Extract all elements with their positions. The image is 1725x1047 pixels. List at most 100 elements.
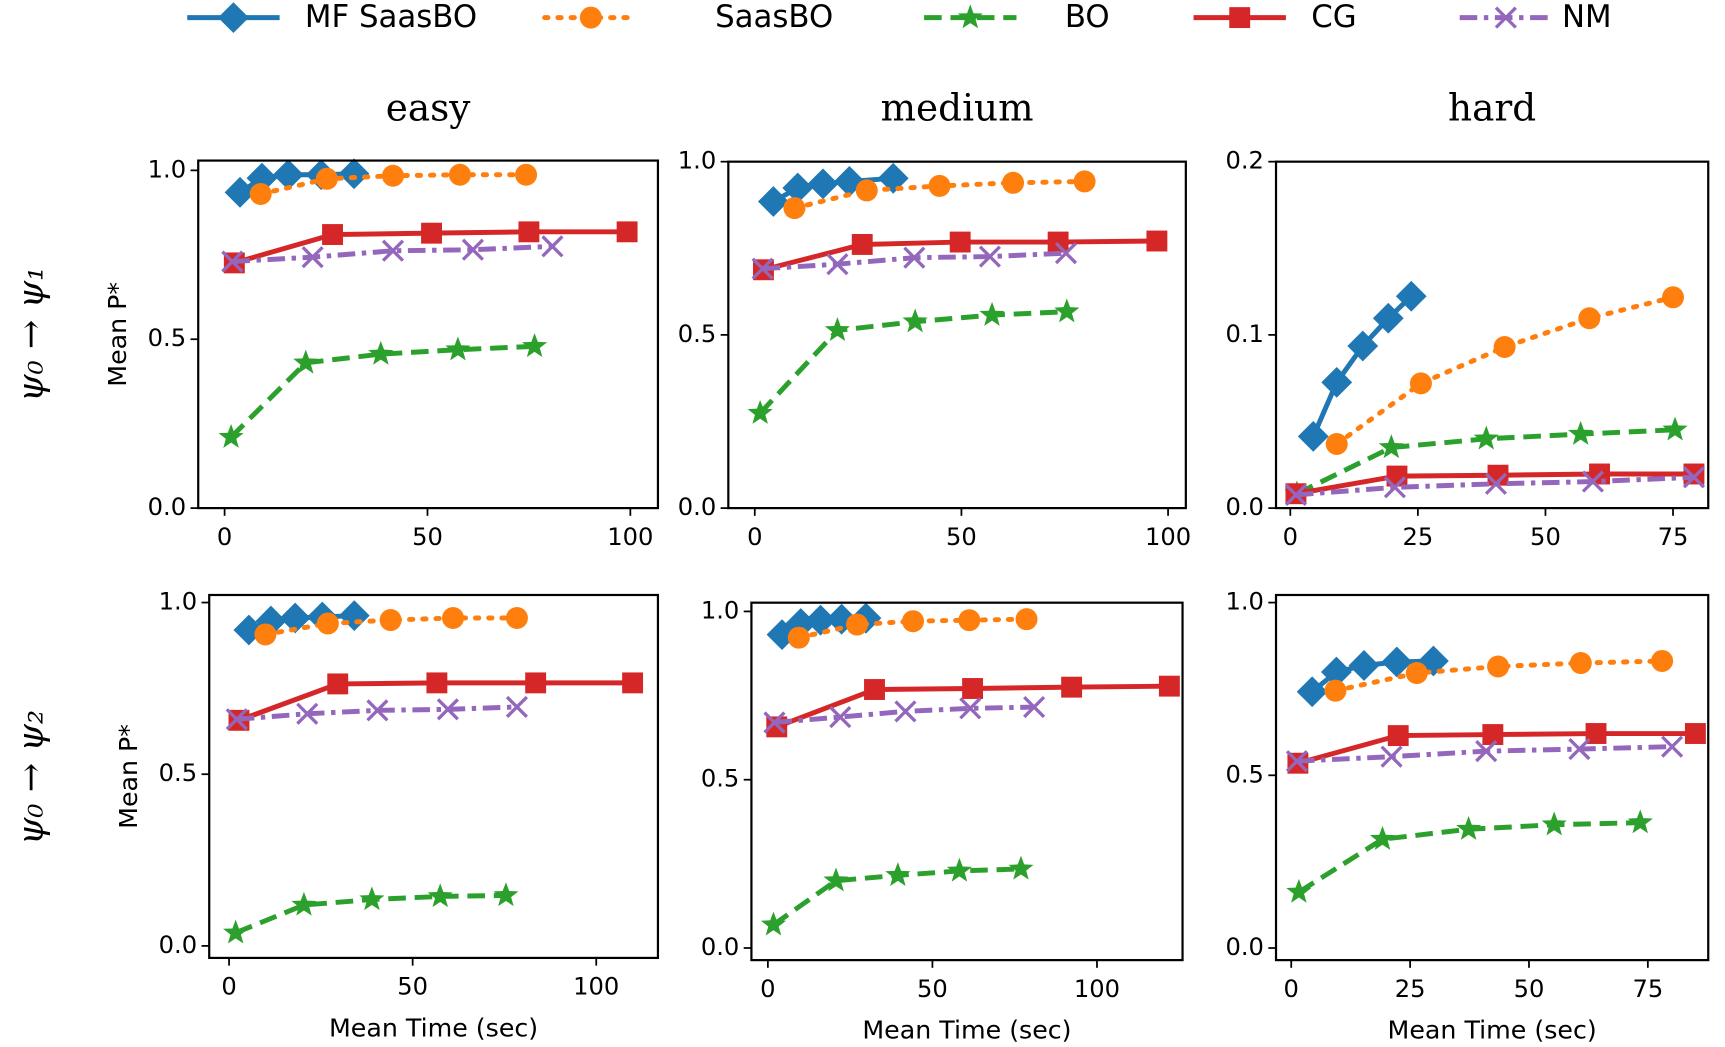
- marker: [249, 183, 272, 206]
- marker: [851, 234, 873, 255]
- chart-title: medium: [881, 86, 1034, 130]
- marker: [421, 222, 442, 244]
- marker: [1585, 723, 1607, 744]
- series-line: [796, 616, 1030, 641]
- marker: [448, 163, 471, 186]
- marker: [1568, 420, 1594, 445]
- marker: [359, 886, 385, 911]
- x-axis-label: Mean Time (sec): [862, 1016, 1071, 1045]
- x-tick-label: 100: [1074, 975, 1120, 1003]
- y-axis-label: Mean P*: [103, 282, 132, 387]
- y-tick-label: 0.0: [678, 493, 716, 521]
- marker: [949, 231, 971, 253]
- x-tick-label: 25: [1402, 523, 1433, 551]
- series-line: [1334, 294, 1676, 447]
- marker: [979, 301, 1005, 326]
- series-line: [229, 343, 535, 439]
- marker: [1054, 242, 1078, 265]
- marker: [1047, 231, 1069, 253]
- y-tick-label: 1.0: [1225, 588, 1263, 616]
- marker: [505, 606, 528, 629]
- legend-marker: [579, 6, 602, 29]
- marker: [846, 613, 869, 636]
- legend-label: MF SaasBO: [305, 0, 477, 35]
- series-line: [1332, 658, 1665, 694]
- y-tick-label: 1.0: [159, 588, 197, 616]
- marker: [1475, 740, 1498, 763]
- marker: [1383, 476, 1406, 499]
- y-tick-label: 1.0: [678, 147, 716, 175]
- legend-label: BO: [1065, 0, 1110, 35]
- marker: [1409, 372, 1432, 395]
- marker: [525, 672, 547, 694]
- y-tick-label: 0.0: [148, 493, 186, 521]
- x-tick-label: 50: [946, 523, 977, 551]
- marker: [338, 600, 370, 631]
- chart-title: hard: [1448, 86, 1536, 130]
- x-axis-label: Mean Time (sec): [1388, 1016, 1597, 1045]
- y-tick-label: 0.5: [1225, 760, 1263, 788]
- marker: [518, 221, 540, 243]
- marker: [757, 186, 789, 217]
- marker: [1568, 737, 1591, 761]
- legend-label: CG: [1311, 0, 1356, 35]
- marker: [1297, 420, 1329, 452]
- x-tick-label: 100: [1145, 523, 1191, 551]
- marker: [1473, 425, 1499, 450]
- marker: [272, 159, 304, 191]
- marker: [293, 349, 319, 374]
- marker: [962, 678, 984, 699]
- marker: [1651, 649, 1674, 672]
- y-tick-label: 0.5: [159, 759, 197, 787]
- y-tick-label: 0.1: [1225, 320, 1263, 348]
- marker: [1381, 646, 1413, 678]
- marker: [381, 164, 404, 187]
- marker: [903, 246, 926, 269]
- chart-title: easy: [386, 86, 471, 130]
- marker: [541, 235, 564, 258]
- marker: [1286, 878, 1312, 903]
- marker: [218, 423, 244, 448]
- marker: [885, 862, 911, 886]
- marker: [327, 673, 349, 695]
- x-tick-label: 0: [747, 523, 762, 551]
- marker: [807, 168, 839, 200]
- y-tick-label: 0.2: [1225, 147, 1263, 175]
- marker: [301, 246, 324, 269]
- x-tick-label: 50: [1530, 523, 1561, 551]
- x-tick-label: 25: [1395, 975, 1426, 1003]
- series-line: [262, 615, 520, 637]
- axes-frame: [727, 160, 1187, 510]
- marker: [461, 238, 484, 261]
- marker: [224, 176, 256, 208]
- x-tick-label: 0: [221, 973, 236, 1001]
- x-tick-label: 75: [1632, 975, 1663, 1003]
- x-tick-label: 0: [1284, 975, 1299, 1003]
- marker: [787, 626, 810, 649]
- marker: [1405, 662, 1428, 685]
- marker: [747, 399, 773, 424]
- marker: [1023, 695, 1046, 719]
- marker: [1002, 171, 1025, 194]
- marker: [616, 221, 638, 243]
- x-axis-label: Mean Time (sec): [329, 1013, 538, 1042]
- marker: [1661, 735, 1684, 758]
- marker: [291, 891, 317, 916]
- marker: [1456, 816, 1482, 840]
- x-tick-label: 0: [760, 975, 775, 1003]
- x-tick-label: 50: [412, 523, 443, 551]
- axes-frame: [1274, 160, 1710, 510]
- x-tick-label: 100: [573, 973, 619, 1001]
- row-label: ψ₀ → ψ₂: [10, 710, 51, 845]
- marker: [1682, 466, 1706, 489]
- marker: [783, 197, 806, 220]
- x-tick-label: 50: [397, 973, 428, 1001]
- marker: [946, 857, 972, 882]
- marker: [823, 867, 849, 892]
- marker: [427, 883, 453, 908]
- y-tick-label: 0.0: [159, 931, 197, 959]
- marker: [1487, 655, 1510, 678]
- marker: [254, 623, 277, 646]
- marker: [1296, 676, 1328, 708]
